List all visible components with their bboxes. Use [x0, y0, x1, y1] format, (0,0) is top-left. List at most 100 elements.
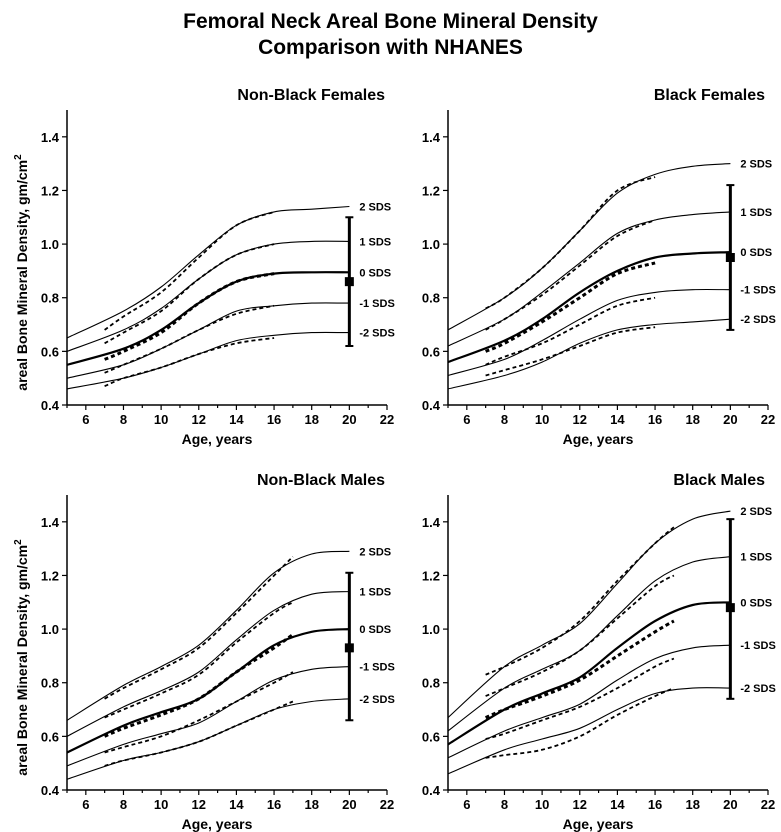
- y-tick-label: 0.6: [422, 729, 440, 744]
- reference-curve-2-sds: [447, 163, 731, 331]
- x-axis-label: Age, years: [182, 431, 253, 447]
- sds-label: 2 SDS: [359, 202, 391, 214]
- reference-curve--2-sds: [66, 698, 350, 780]
- nhanes-mean-marker: [344, 277, 354, 287]
- x-axis-label: Age, years: [182, 816, 253, 832]
- y-tick-label: 1.4: [422, 130, 441, 145]
- x-tick-label: 16: [648, 412, 662, 427]
- reference-curve--1-sds: [447, 644, 731, 759]
- x-tick-label: 14: [229, 412, 244, 427]
- sds-label: 0 SDS: [740, 597, 772, 609]
- sds-label: 1 SDS: [359, 236, 391, 248]
- y-tick-label: 1.4: [422, 515, 441, 530]
- x-tick-label: 12: [192, 797, 206, 812]
- panel-title: Non-Black Males: [257, 472, 385, 489]
- y-tick-label: 0.6: [41, 729, 59, 744]
- y-tick-label: 1.2: [422, 183, 440, 198]
- y-tick-label: 0.8: [422, 676, 440, 691]
- y-axis-label: areal Bone Mineral Density, gm/cm2: [13, 539, 30, 776]
- x-tick-label: 18: [685, 797, 699, 812]
- study-curve-0-sds: [484, 261, 656, 353]
- study-curve-0-sds: [103, 633, 294, 738]
- x-tick-label: 16: [267, 797, 281, 812]
- y-tick-label: 1.2: [41, 568, 59, 583]
- panel-1: Non-Black Females 0.4 0.6 0.8 1.0 1.2 1.4 6 8 10 1…: [13, 87, 395, 447]
- x-tick-label: 14: [229, 797, 244, 812]
- reference-curve-1-sds: [447, 211, 731, 347]
- sds-label: -2 SDS: [359, 328, 394, 340]
- y-tick-label: 0.8: [422, 291, 440, 306]
- x-tick-label: 20: [723, 797, 737, 812]
- reference-curve-2-sds: [447, 510, 731, 719]
- y-tick-label: 1.2: [41, 183, 59, 198]
- y-axis-label-superscript: 2: [13, 539, 24, 545]
- panel-title: Black Males: [673, 472, 765, 489]
- sds-label: 2 SDS: [740, 506, 772, 518]
- sds-label: 1 SDS: [740, 552, 772, 564]
- x-tick-label: 8: [501, 797, 508, 812]
- x-tick-label: 10: [535, 412, 549, 427]
- nhanes-mean-marker: [725, 603, 735, 613]
- x-tick-label: 8: [120, 412, 127, 427]
- x-tick-label: 18: [304, 797, 318, 812]
- y-tick-label: 1.4: [41, 130, 60, 145]
- sds-label: 0 SDS: [359, 267, 391, 279]
- reference-curve-0-sds: [66, 271, 350, 366]
- study-curve-1-sds: [485, 219, 656, 331]
- x-tick-label: 6: [463, 797, 470, 812]
- study-curve--1-sds: [485, 657, 675, 740]
- study-curve-0-sds: [485, 619, 675, 719]
- sds-label: -2 SDS: [740, 683, 775, 695]
- y-axis-label-text: areal Bone Mineral Density, gm/cm: [14, 160, 30, 391]
- x-axis-label: Age, years: [563, 816, 634, 832]
- study-curve-1-sds: [104, 243, 275, 345]
- x-tick-label: 6: [82, 412, 89, 427]
- x-tick-label: 22: [761, 412, 775, 427]
- study-curve-1-sds: [485, 574, 675, 697]
- x-tick-label: 10: [154, 797, 168, 812]
- x-tick-label: 12: [573, 412, 587, 427]
- reference-curve-1-sds: [447, 556, 731, 732]
- y-tick-label: 1.0: [422, 622, 440, 637]
- reference-curve--2-sds: [66, 331, 350, 390]
- x-tick-label: 22: [380, 412, 394, 427]
- reference-curve-2-sds: [66, 550, 350, 721]
- sds-label: 2 SDS: [359, 546, 391, 558]
- panel-title: Non-Black Females: [237, 87, 385, 104]
- study-curve--2-sds: [485, 687, 675, 759]
- x-tick-label: 20: [342, 412, 356, 427]
- chart-title-line-2: Comparison with NHANES: [258, 36, 523, 59]
- study-curve-2-sds: [485, 526, 675, 676]
- y-tick-label: 0.4: [41, 398, 60, 413]
- sds-label: 0 SDS: [740, 247, 772, 259]
- reference-curve-1-sds: [66, 590, 350, 737]
- x-tick-label: 16: [648, 797, 662, 812]
- reference-curve-2-sds: [66, 205, 350, 339]
- panel-3: Non-Black Males 0.4 0.6 0.8 1.0 1.2 1.4 6 8 10 12 1…: [13, 472, 395, 832]
- sds-label: 1 SDS: [359, 587, 391, 599]
- x-tick-label: 22: [761, 797, 775, 812]
- y-tick-label: 0.4: [422, 783, 441, 798]
- y-tick-label: 0.8: [41, 676, 59, 691]
- x-tick-label: 18: [685, 412, 699, 427]
- x-tick-label: 14: [610, 412, 625, 427]
- x-tick-label: 20: [723, 412, 737, 427]
- reference-curve-0-sds: [447, 601, 731, 746]
- reference-curve--2-sds: [447, 318, 731, 390]
- y-tick-label: 1.4: [41, 515, 60, 530]
- sds-label: 2 SDS: [740, 159, 772, 171]
- reference-curve--1-sds: [66, 666, 350, 767]
- sds-label: -1 SDS: [740, 285, 775, 297]
- sds-label: 1 SDS: [740, 207, 772, 219]
- x-tick-label: 10: [154, 412, 168, 427]
- panel-4: Black Males 0.4 0.6 0.8 1.0 1.2 1.4 6 8 10 12 14 16 1…: [422, 472, 776, 832]
- sds-label: 0 SDS: [359, 624, 391, 636]
- x-tick-label: 22: [380, 797, 394, 812]
- study-curve--2-sds: [485, 326, 656, 377]
- study-curve--1-sds: [485, 296, 656, 366]
- x-tick-label: 10: [535, 797, 549, 812]
- x-tick-label: 6: [82, 797, 89, 812]
- x-tick-label: 14: [610, 797, 625, 812]
- y-tick-label: 1.2: [422, 568, 440, 583]
